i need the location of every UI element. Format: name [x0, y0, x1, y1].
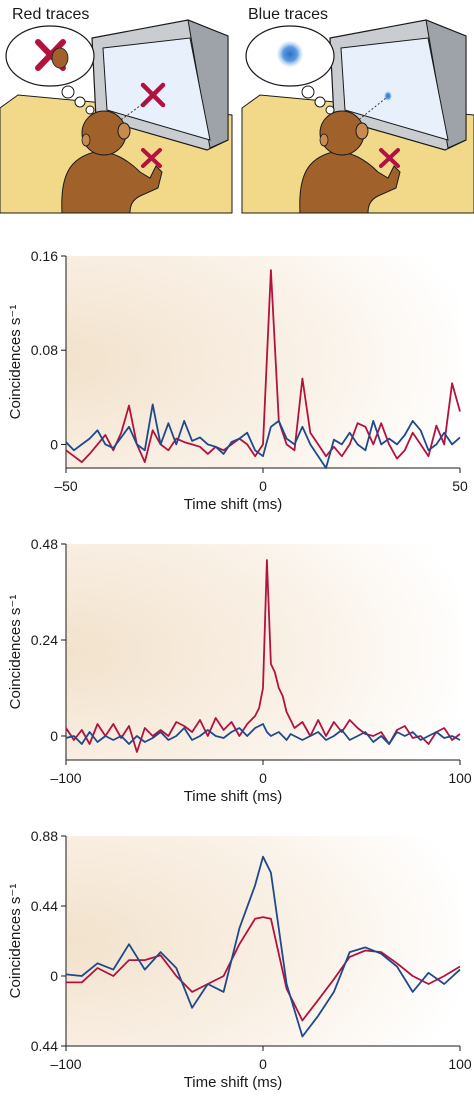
panel-title-left: Red traces	[12, 6, 89, 23]
red-trace-line	[66, 916, 461, 1022]
illustration-red-traces: Red traces	[0, 6, 233, 214]
y-tick-label: 0	[50, 968, 58, 984]
chart-1: 0 0.08 0.16 –50 0 50 Time shift (ms) Coincidenc…	[7, 248, 468, 513]
monkey-figure	[61, 110, 163, 214]
y-tick-label: 0	[50, 436, 58, 452]
y-tick-label: 0.44	[31, 1038, 58, 1054]
y-tick-label: 0.08	[31, 342, 58, 358]
red-x-in-hand-icon	[141, 148, 162, 168]
y-tick-label: 0.16	[31, 248, 58, 264]
red-trace-line	[65, 269, 461, 464]
red-x-in-hand-icon	[379, 148, 400, 168]
panel-title-right: Blue traces	[248, 6, 328, 23]
chart-3: 0.44 0 0.44 0.88 –100 0 100 Time shift (ms) Coin…	[7, 828, 472, 1091]
x-tick-label: –100	[50, 1056, 81, 1072]
y-tick-label: 0.24	[31, 632, 58, 648]
y-axis-label: Coincidences s⁻¹	[7, 884, 24, 999]
x-tick-label: 0	[259, 1056, 267, 1072]
y-tick-label: 0.44	[31, 898, 58, 914]
x-tick-label: –100	[50, 770, 81, 786]
x-tick-label: 0	[259, 770, 267, 786]
blue-trace-line	[65, 855, 461, 1038]
y-tick-label: 0.88	[31, 828, 58, 844]
x-tick-label: 100	[448, 1056, 472, 1072]
blue-spot-in-bubble-icon	[277, 41, 303, 67]
blue-trace-line	[65, 723, 461, 745]
monkey-figure	[299, 110, 401, 214]
red-x-on-screen-icon	[140, 82, 166, 108]
charts: 0 0.08 0.16 –50 0 50 Time shift (ms) Coincidenc…	[7, 248, 472, 1091]
x-tick-label: –50	[54, 478, 78, 494]
x-axis-label: Time shift (ms)	[184, 1074, 283, 1091]
blue-trace-line	[65, 403, 461, 469]
x-tick-label: 50	[452, 478, 468, 494]
monitor	[329, 19, 467, 151]
y-axis-label: Coincidences s⁻¹	[7, 595, 24, 710]
x-axis-label: Time shift (ms)	[184, 496, 283, 513]
blue-spot-on-screen-icon	[384, 91, 392, 101]
plot-area	[66, 836, 460, 1046]
illustration-blue-traces: Blue traces	[241, 6, 474, 214]
x-tick-label: 100	[448, 770, 472, 786]
x-axis-label: Time shift (ms)	[184, 788, 283, 805]
y-tick-label: 0	[50, 728, 58, 744]
chart-2: 0 0.24 0.48 –100 0 100 Time shift (ms) Coincide…	[7, 536, 472, 805]
monitor-screen	[340, 37, 449, 141]
hand-in-bubble-icon	[51, 47, 69, 69]
x-tick-label: 0	[259, 478, 267, 494]
y-axis-label: Coincidences s⁻¹	[7, 305, 24, 420]
y-tick-label: 0.48	[31, 536, 58, 552]
gaze-line	[355, 97, 387, 123]
